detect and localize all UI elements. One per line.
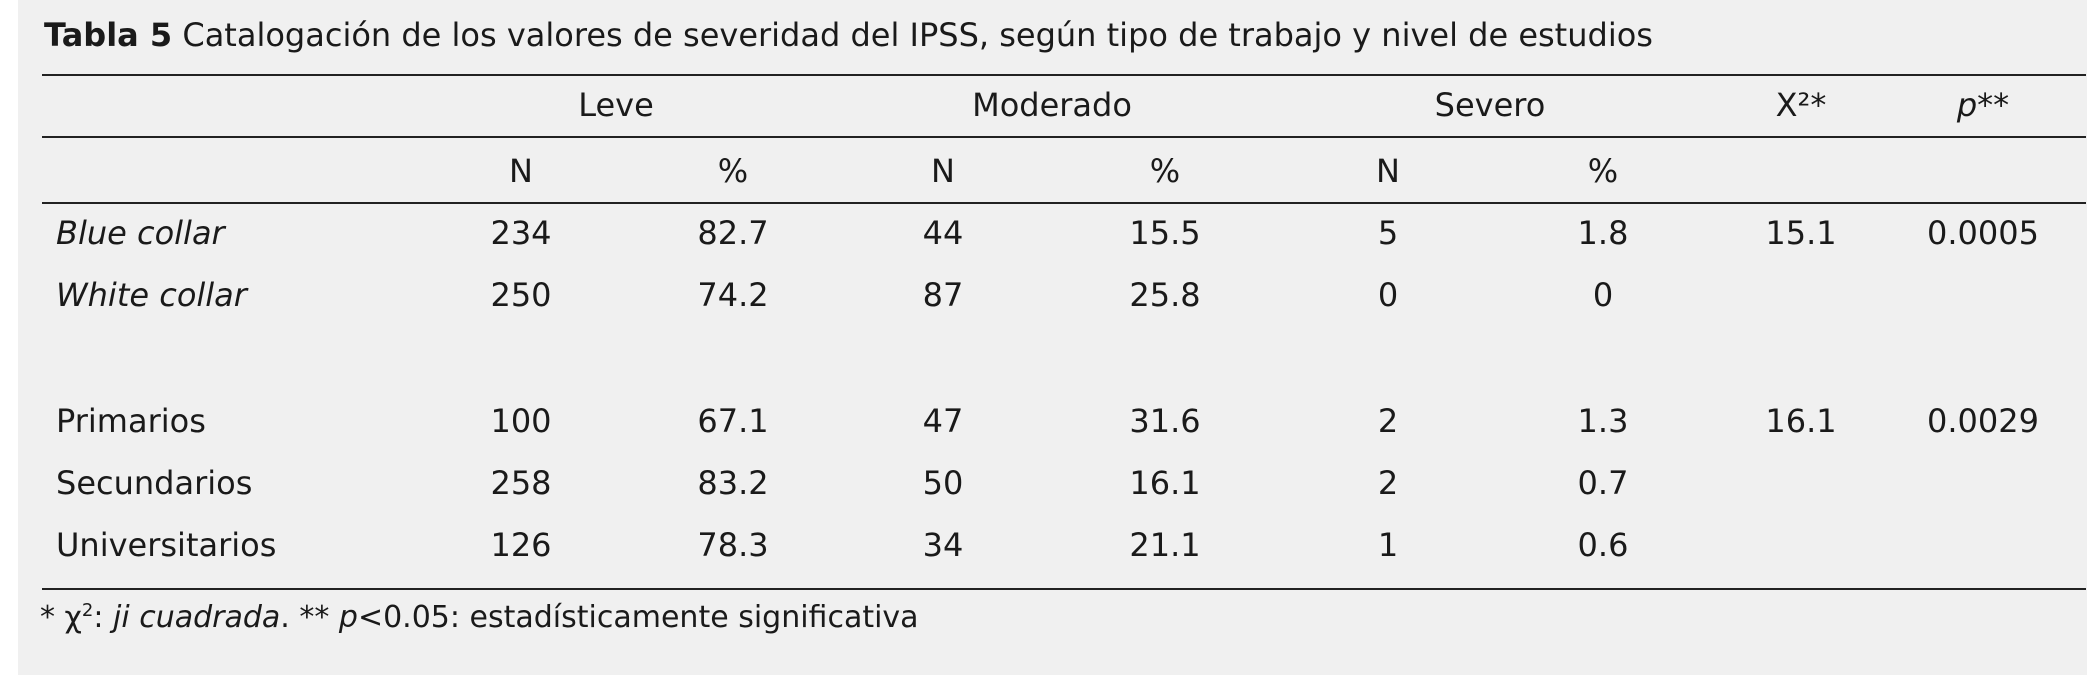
cell-p-value: 0.0005 xyxy=(1927,214,2039,252)
cell-leve-pct: 74.2 xyxy=(697,276,769,314)
subheader-severo-n: N xyxy=(1376,152,1400,190)
cell-moderado-n: 47 xyxy=(922,402,964,440)
cell-moderado-pct: 16.1 xyxy=(1129,464,1201,502)
subheader-severo-pct: % xyxy=(1587,152,1619,190)
cell-severo-n: 2 xyxy=(1377,402,1399,440)
row-label: Secundarios xyxy=(56,464,253,502)
table-footnote: * χ2: ji cuadrada. ** p<0.05: estadístic… xyxy=(40,600,919,635)
subheader-moderado-n: N xyxy=(931,152,955,190)
subheader-rule xyxy=(42,202,2086,204)
cell-moderado-pct: 31.6 xyxy=(1129,402,1201,440)
row-label: Primarios xyxy=(56,402,206,440)
cell-moderado-n: 34 xyxy=(922,526,964,564)
header-chi-square: X²* xyxy=(1775,86,1827,124)
cell-leve-n: 258 xyxy=(490,464,552,502)
cell-leve-n: 250 xyxy=(490,276,552,314)
footnote-chi-symbol: χ xyxy=(64,600,82,635)
footnote-p-text: <0.05: estadísticamente significativa xyxy=(357,600,919,635)
bottom-rule xyxy=(42,588,2086,590)
table-title: Tabla 5 Catalogación de los valores de s… xyxy=(44,16,1653,54)
top-rule xyxy=(42,74,2086,76)
cell-moderado-n: 50 xyxy=(922,464,964,502)
subheader-leve-pct: % xyxy=(717,152,749,190)
cell-moderado-pct: 21.1 xyxy=(1129,526,1201,564)
cell-leve-pct: 67.1 xyxy=(697,402,769,440)
group-header-rule xyxy=(42,136,2086,138)
table-panel: Tabla 5 Catalogación de los valores de s… xyxy=(18,0,2087,675)
cell-severo-pct: 0.6 xyxy=(1577,526,1629,564)
cell-severo-pct: 0.7 xyxy=(1577,464,1629,502)
cell-p-value: 0.0029 xyxy=(1927,402,2039,440)
footnote-p-symbol: p xyxy=(338,600,358,635)
table-caption: Catalogación de los valores de severidad… xyxy=(182,16,1653,54)
subheader-leve-n: N xyxy=(509,152,533,190)
cell-moderado-n: 87 xyxy=(922,276,964,314)
cell-moderado-pct: 15.5 xyxy=(1129,214,1201,252)
cell-moderado-n: 44 xyxy=(922,214,964,252)
header-moderado: Moderado xyxy=(972,86,1132,124)
row-label: White collar xyxy=(56,276,247,314)
cell-severo-n: 1 xyxy=(1377,526,1399,564)
header-p-value: p** xyxy=(1956,86,2010,124)
cell-leve-n: 126 xyxy=(490,526,552,564)
cell-leve-pct: 83.2 xyxy=(697,464,769,502)
cell-severo-n: 2 xyxy=(1377,464,1399,502)
cell-severo-n: 5 xyxy=(1377,214,1399,252)
row-label: Blue collar xyxy=(56,214,225,252)
cell-leve-pct: 78.3 xyxy=(697,526,769,564)
subheader-moderado-pct: % xyxy=(1149,152,1181,190)
cell-severo-n: 0 xyxy=(1377,276,1399,314)
cell-moderado-pct: 25.8 xyxy=(1129,276,1201,314)
cell-severo-pct: 1.8 xyxy=(1577,214,1629,252)
cell-severo-pct: 1.3 xyxy=(1577,402,1629,440)
cell-leve-n: 100 xyxy=(490,402,552,440)
footnote-chi-name: ji cuadrada xyxy=(113,600,281,635)
cell-leve-n: 234 xyxy=(490,214,552,252)
cell-severo-pct: 0 xyxy=(1592,276,1614,314)
cell-chi-square: 15.1 xyxy=(1765,214,1837,252)
row-label: Universitarios xyxy=(56,526,277,564)
cell-chi-square: 16.1 xyxy=(1765,402,1837,440)
header-severo: Severo xyxy=(1434,86,1546,124)
header-leve: Leve xyxy=(578,86,654,124)
footnote-chi-sup: 2 xyxy=(81,600,94,621)
table-number: Tabla 5 xyxy=(44,16,173,54)
cell-leve-pct: 82.7 xyxy=(697,214,769,252)
